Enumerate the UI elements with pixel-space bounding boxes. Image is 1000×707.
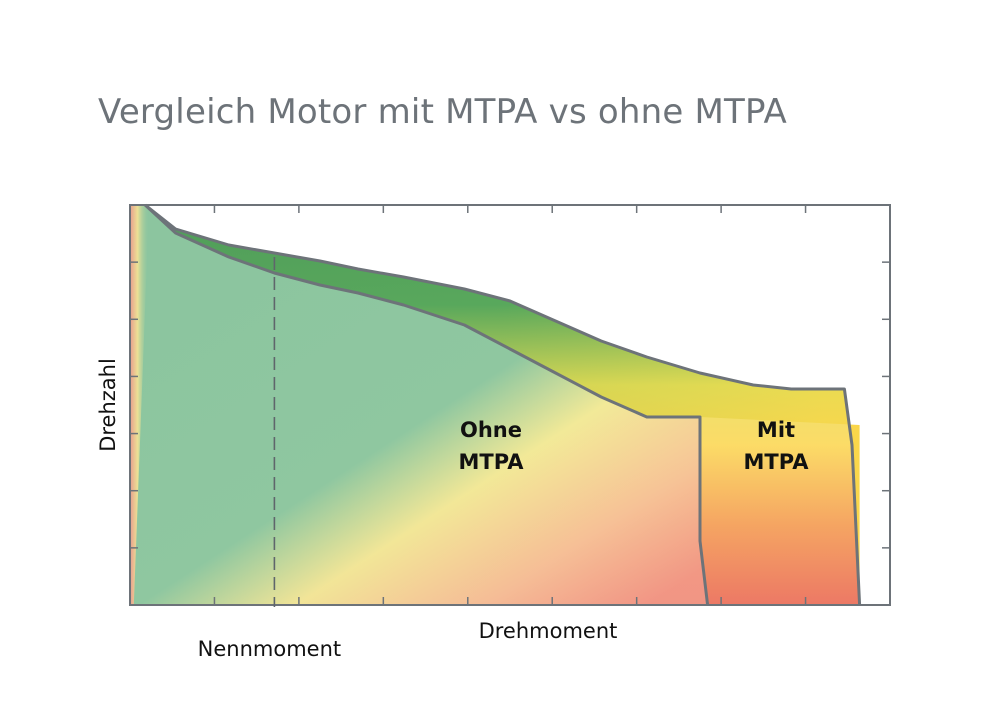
- axis-ticks: [130, 205, 890, 605]
- series-label-ohne-line2: MTPA: [459, 450, 525, 474]
- plot-frame: [129, 204, 891, 606]
- series-area-ohne-mtpa-left-glow: [130, 205, 149, 605]
- nennmoment-label: Nennmoment: [198, 637, 341, 661]
- y-axis-label: Drehzahl: [96, 358, 120, 452]
- x-axis-label: Drehmoment: [479, 619, 618, 643]
- series-line-mit-mtpa: [144, 203, 862, 606]
- chart-title: Vergleich Motor mit MTPA vs ohne MTPA: [98, 92, 787, 132]
- series-label-mit-line1: Mit: [757, 418, 795, 442]
- series-label-mit-line2: MTPA: [744, 450, 810, 474]
- series-label-ohne-line1: Ohne: [460, 418, 522, 442]
- series-line-ohne-mtpa: [144, 203, 710, 606]
